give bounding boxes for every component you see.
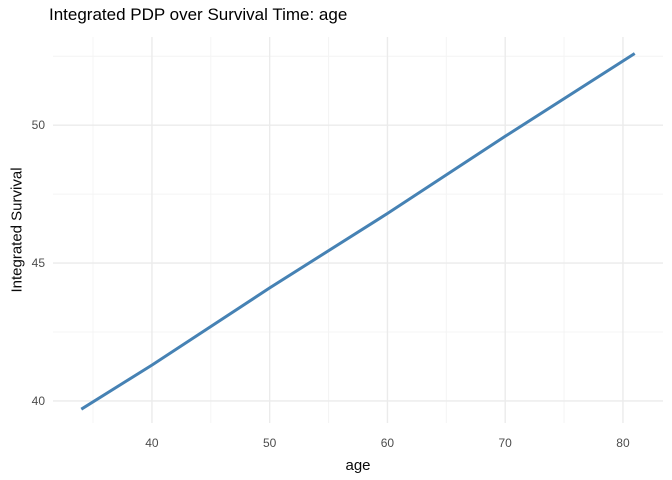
x-tick-label: 80 [616, 436, 630, 450]
y-tick-label: 40 [31, 393, 45, 408]
plot-canvas [53, 37, 663, 423]
x-axis-title: age [345, 457, 371, 474]
chart-title: Integrated PDP over Survival Time: age [49, 5, 348, 24]
plot-panel [53, 37, 663, 423]
x-tick-label: 70 [498, 436, 512, 450]
x-tick-label: 40 [145, 436, 159, 450]
y-tick-label: 50 [31, 118, 45, 133]
pdp-line [80, 52, 636, 411]
y-axis-title: Integrated Survival [8, 167, 26, 293]
x-tick-label: 50 [262, 436, 277, 450]
x-tick-label: 60 [380, 436, 395, 450]
